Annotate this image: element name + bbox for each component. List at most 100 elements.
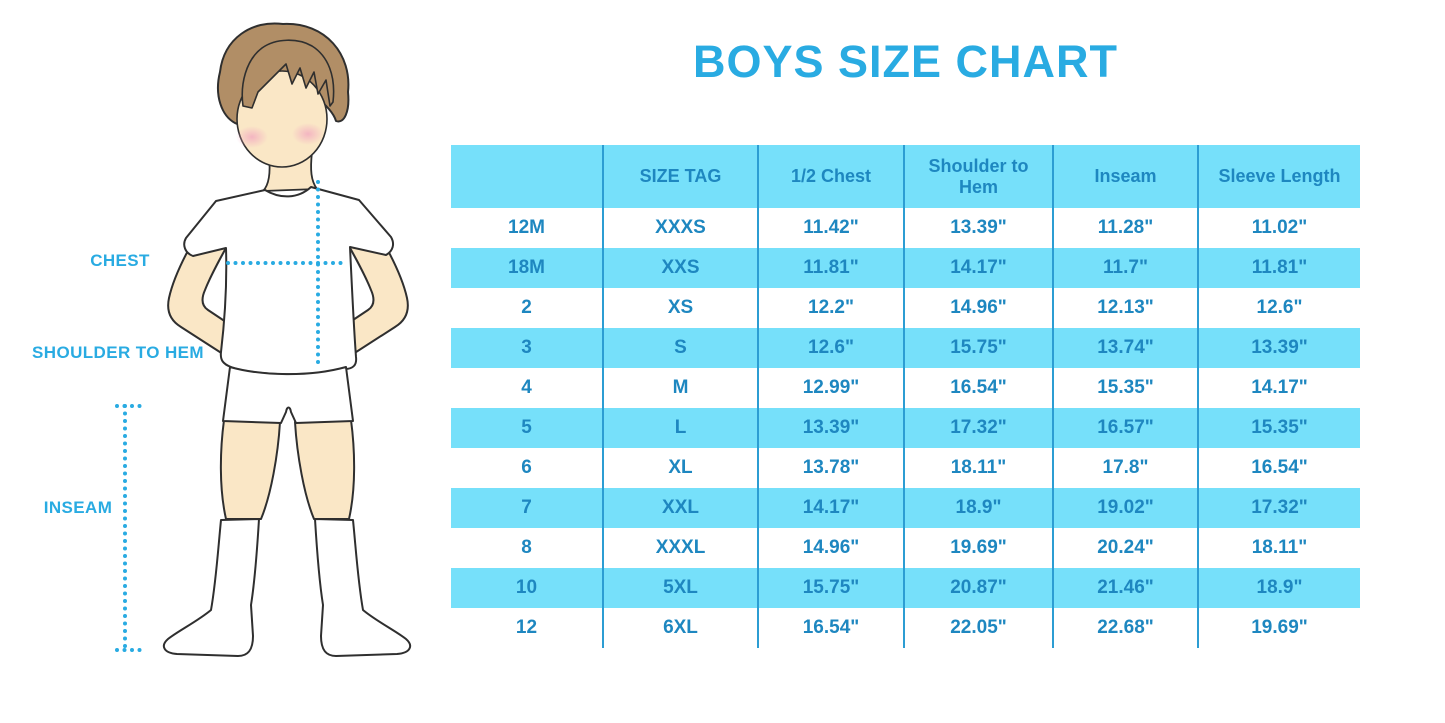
value-cell: 13.74" [1052,328,1197,368]
column-header-inseam: Inseam [1052,145,1197,208]
value-cell: 21.46" [1052,568,1197,608]
value-cell: 17.32" [903,408,1052,448]
chest-label: CHEST [90,251,150,270]
value-cell: 11.7" [1052,248,1197,288]
value-cell: 11.81" [1197,248,1360,288]
left-cheek-blush [236,126,268,148]
table-row-12m: 12M XXXS 11.42" 13.39" 11.28" 11.02" [451,208,1360,248]
boy-illustration [115,22,412,657]
value-cell: XXXL [602,528,757,568]
size-cell: 18M [508,257,545,278]
value-cell: 14.17" [1197,368,1360,408]
value-cell: XXXS [602,208,757,248]
column-header-1-2-chest: 1/2 Chest [757,145,903,208]
value-cell: 11.81" [757,248,903,288]
table-row-5: 5 L 13.39" 17.32" 16.57" 15.35" [451,408,1360,448]
right-sock [314,518,412,657]
value-cell: 11.02" [1197,208,1360,248]
value-cell: S [602,328,757,368]
left-sock [162,518,260,657]
value-cell: 13.39" [903,208,1052,248]
size-cell: 2 [521,297,532,318]
column-header-empty [451,145,602,208]
shoulder-to-hem-label: SHOULDER TO HEM [32,343,204,362]
size-cell: 3 [521,337,532,358]
table-row-3: 3 S 12.6" 15.75" 13.74" 13.39" [451,328,1360,368]
value-cell: 12.2" [757,288,903,328]
value-cell: XXL [602,488,757,528]
value-cell: 16.54" [757,608,903,648]
size-cell: 5 [521,417,532,438]
value-cell: 19.02" [1052,488,1197,528]
value-cell: 12.6" [757,328,903,368]
value-cell: 12.13" [1052,288,1197,328]
value-cell: 12.6" [1197,288,1360,328]
value-cell: 11.28" [1052,208,1197,248]
column-header-sleeve-length: Sleeve Length [1197,145,1360,208]
value-cell: M [602,368,757,408]
value-cell: 14.17" [757,488,903,528]
value-cell: 13.78" [757,448,903,488]
measurement-figure: CHEST SHOULDER TO HEM INSEAM [0,0,450,723]
page-title: BOYS SIZE CHART [692,36,1119,87]
size-cell: 8 [521,537,532,558]
size-cell: 4 [521,377,532,398]
table-row-6: 6 XL 13.78" 18.11" 17.8" 16.54" [451,448,1360,488]
value-cell: 20.87" [903,568,1052,608]
table-row-7: 7 XXL 14.17" 18.9" 19.02" 17.32" [451,488,1360,528]
size-cell: 12 [515,617,538,638]
size-table-body: 12M XXXS 11.42" 13.39" 11.28" 11.02" 18M XXS 11.… [451,208,1360,648]
size-table-header: SIZE TAG 1/2 Chest Shoulder to Hem Inseam Sl… [451,145,1360,208]
value-cell: XS [602,288,757,328]
table-row-10: 10 5XL 15.75" 20.87" 21.46" 18.9" [451,568,1360,608]
right-cheek-blush [292,123,324,145]
value-cell: 18.9" [1197,568,1360,608]
size-cell: 7 [521,497,532,518]
value-cell: 13.39" [757,408,903,448]
value-cell: 19.69" [903,528,1052,568]
value-cell: 17.32" [1197,488,1360,528]
table-row-2: 2 XS 12.2" 14.96" 12.13" 12.6" [451,288,1360,328]
value-cell: XXS [602,248,757,288]
column-header-size-tag: SIZE TAG [602,145,757,208]
size-cell: 12M [508,217,545,238]
table-row-4: 4 M 12.99" 16.54" 15.35" 14.17" [451,368,1360,408]
left-leg [219,419,281,520]
value-cell: 22.05" [903,608,1052,648]
value-cell: 11.42" [757,208,903,248]
value-cell: 15.35" [1197,408,1360,448]
right-leg [294,419,356,520]
hair-bangs [241,39,335,109]
table-row-12: 12 6XL 16.54" 22.05" 22.68" 19.69" [451,608,1360,648]
value-cell: 16.54" [1197,448,1360,488]
value-cell: L [602,408,757,448]
value-cell: 14.96" [903,288,1052,328]
value-cell: 15.35" [1052,368,1197,408]
value-cell: 17.8" [1052,448,1197,488]
value-cell: 19.69" [1197,608,1360,648]
shorts [222,366,354,424]
value-cell: 20.24" [1052,528,1197,568]
value-cell: 13.39" [1197,328,1360,368]
value-cell: 15.75" [757,568,903,608]
value-cell: 16.57" [1052,408,1197,448]
value-cell: 18.11" [1197,528,1360,568]
value-cell: 14.96" [757,528,903,568]
value-cell: 6XL [602,608,757,648]
value-cell: 5XL [602,568,757,608]
value-cell: 12.99" [757,368,903,408]
value-cell: 18.9" [903,488,1052,528]
value-cell: 15.75" [903,328,1052,368]
value-cell: 22.68" [1052,608,1197,648]
size-cell: 6 [521,457,532,478]
value-cell: XL [602,448,757,488]
table-row-18m: 18M XXS 11.81" 14.17" 11.7" 11.81" [451,248,1360,288]
table-row-8: 8 XXXL 14.96" 19.69" 20.24" 18.11" [451,528,1360,568]
value-cell: 16.54" [903,368,1052,408]
value-cell: 18.11" [903,448,1052,488]
value-cell: 14.17" [903,248,1052,288]
size-table: SIZE TAG 1/2 Chest Shoulder to Hem Inseam Sl… [451,145,1360,648]
inseam-label: INSEAM [43,498,113,517]
size-cell: 10 [515,577,538,598]
